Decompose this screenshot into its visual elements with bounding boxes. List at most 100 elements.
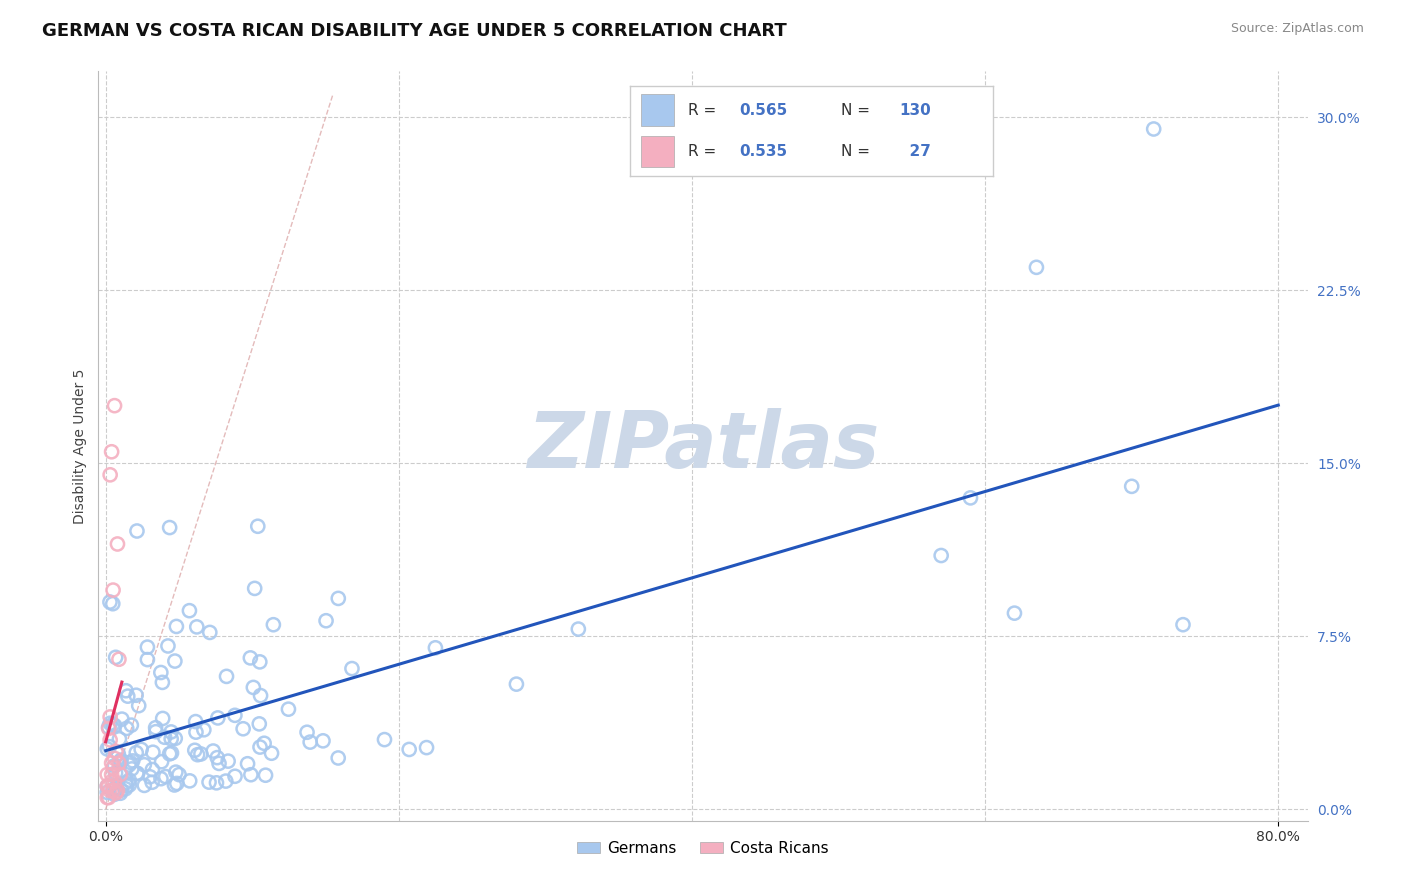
Point [145,721,167,735]
Point [96,785,118,799]
Point [103,399,125,413]
Point [104,719,127,733]
Point [277,702,299,716]
Point [165,619,187,633]
Point [97,779,120,793]
Text: ZIPatlas: ZIPatlas [527,408,879,484]
Point [425,640,447,655]
Point [104,781,127,796]
Point [239,768,262,782]
Point [110,783,132,797]
Point [179,773,201,788]
Point [160,731,183,746]
Point [1025,260,1047,275]
Point [98,716,121,731]
Point [328,591,350,606]
Point [108,652,131,666]
Point [247,717,270,731]
Point [98,467,121,482]
Point [159,747,181,761]
Point [184,725,207,739]
Point [125,766,148,780]
Point [100,767,122,781]
Point [239,651,262,665]
Point [104,766,127,780]
Point [97,722,120,736]
Point [166,776,188,790]
Point [198,775,221,789]
Point [121,754,143,768]
Point [96,780,118,794]
Point [103,788,125,802]
Point [110,786,132,800]
Point [127,766,149,780]
Point [163,778,186,792]
Point [1121,479,1143,493]
Point [160,725,183,739]
Point [398,742,420,756]
Point [125,746,148,760]
Point [373,732,395,747]
Point [207,711,229,725]
Y-axis label: Disability Age Under 5: Disability Age Under 5 [73,368,87,524]
Point [141,775,163,789]
Point [96,767,118,781]
Point [142,745,165,759]
Point [249,689,271,703]
Point [254,768,277,782]
Point [315,614,337,628]
Point [1004,606,1026,620]
Point [187,747,209,762]
Point [150,675,173,690]
Point [959,491,981,505]
Point [145,724,167,739]
Point [415,740,437,755]
Point [114,776,136,790]
Point [101,583,124,598]
Point [110,767,132,781]
Point [117,689,139,703]
Point [136,652,159,666]
Point [184,714,207,729]
Point [249,655,271,669]
Point [118,773,141,788]
Point [120,718,142,732]
Point [312,734,335,748]
Point [98,783,121,797]
Point [103,751,125,765]
Point [105,744,128,758]
Point [153,731,176,745]
Point [567,622,589,636]
Text: Source: ZipAtlas.com: Source: ZipAtlas.com [1230,22,1364,36]
Point [205,776,228,790]
Point [929,549,952,563]
Point [1143,122,1166,136]
Point [224,769,246,783]
Text: GERMAN VS COSTA RICAN DISABILITY AGE UNDER 5 CORRELATION CHART: GERMAN VS COSTA RICAN DISABILITY AGE UND… [42,22,787,40]
Point [129,742,152,756]
Point [110,753,132,767]
Point [100,774,122,789]
Point [100,444,122,458]
Point [152,711,174,725]
Point [340,662,363,676]
Point [101,783,124,797]
Legend: Germans, Costa Ricans: Germans, Costa Ricans [571,835,835,862]
Point [134,757,156,772]
Point [150,755,173,769]
Point [103,774,125,789]
Point [156,639,179,653]
Point [115,722,138,736]
Point [105,786,128,800]
Point [149,665,172,680]
Point [97,720,120,734]
Point [108,756,131,770]
Point [101,717,124,731]
Point [198,625,221,640]
Point [103,758,125,772]
Point [98,595,121,609]
Point [96,790,118,805]
Point [125,524,148,538]
Point [110,755,132,769]
Point [101,782,124,797]
